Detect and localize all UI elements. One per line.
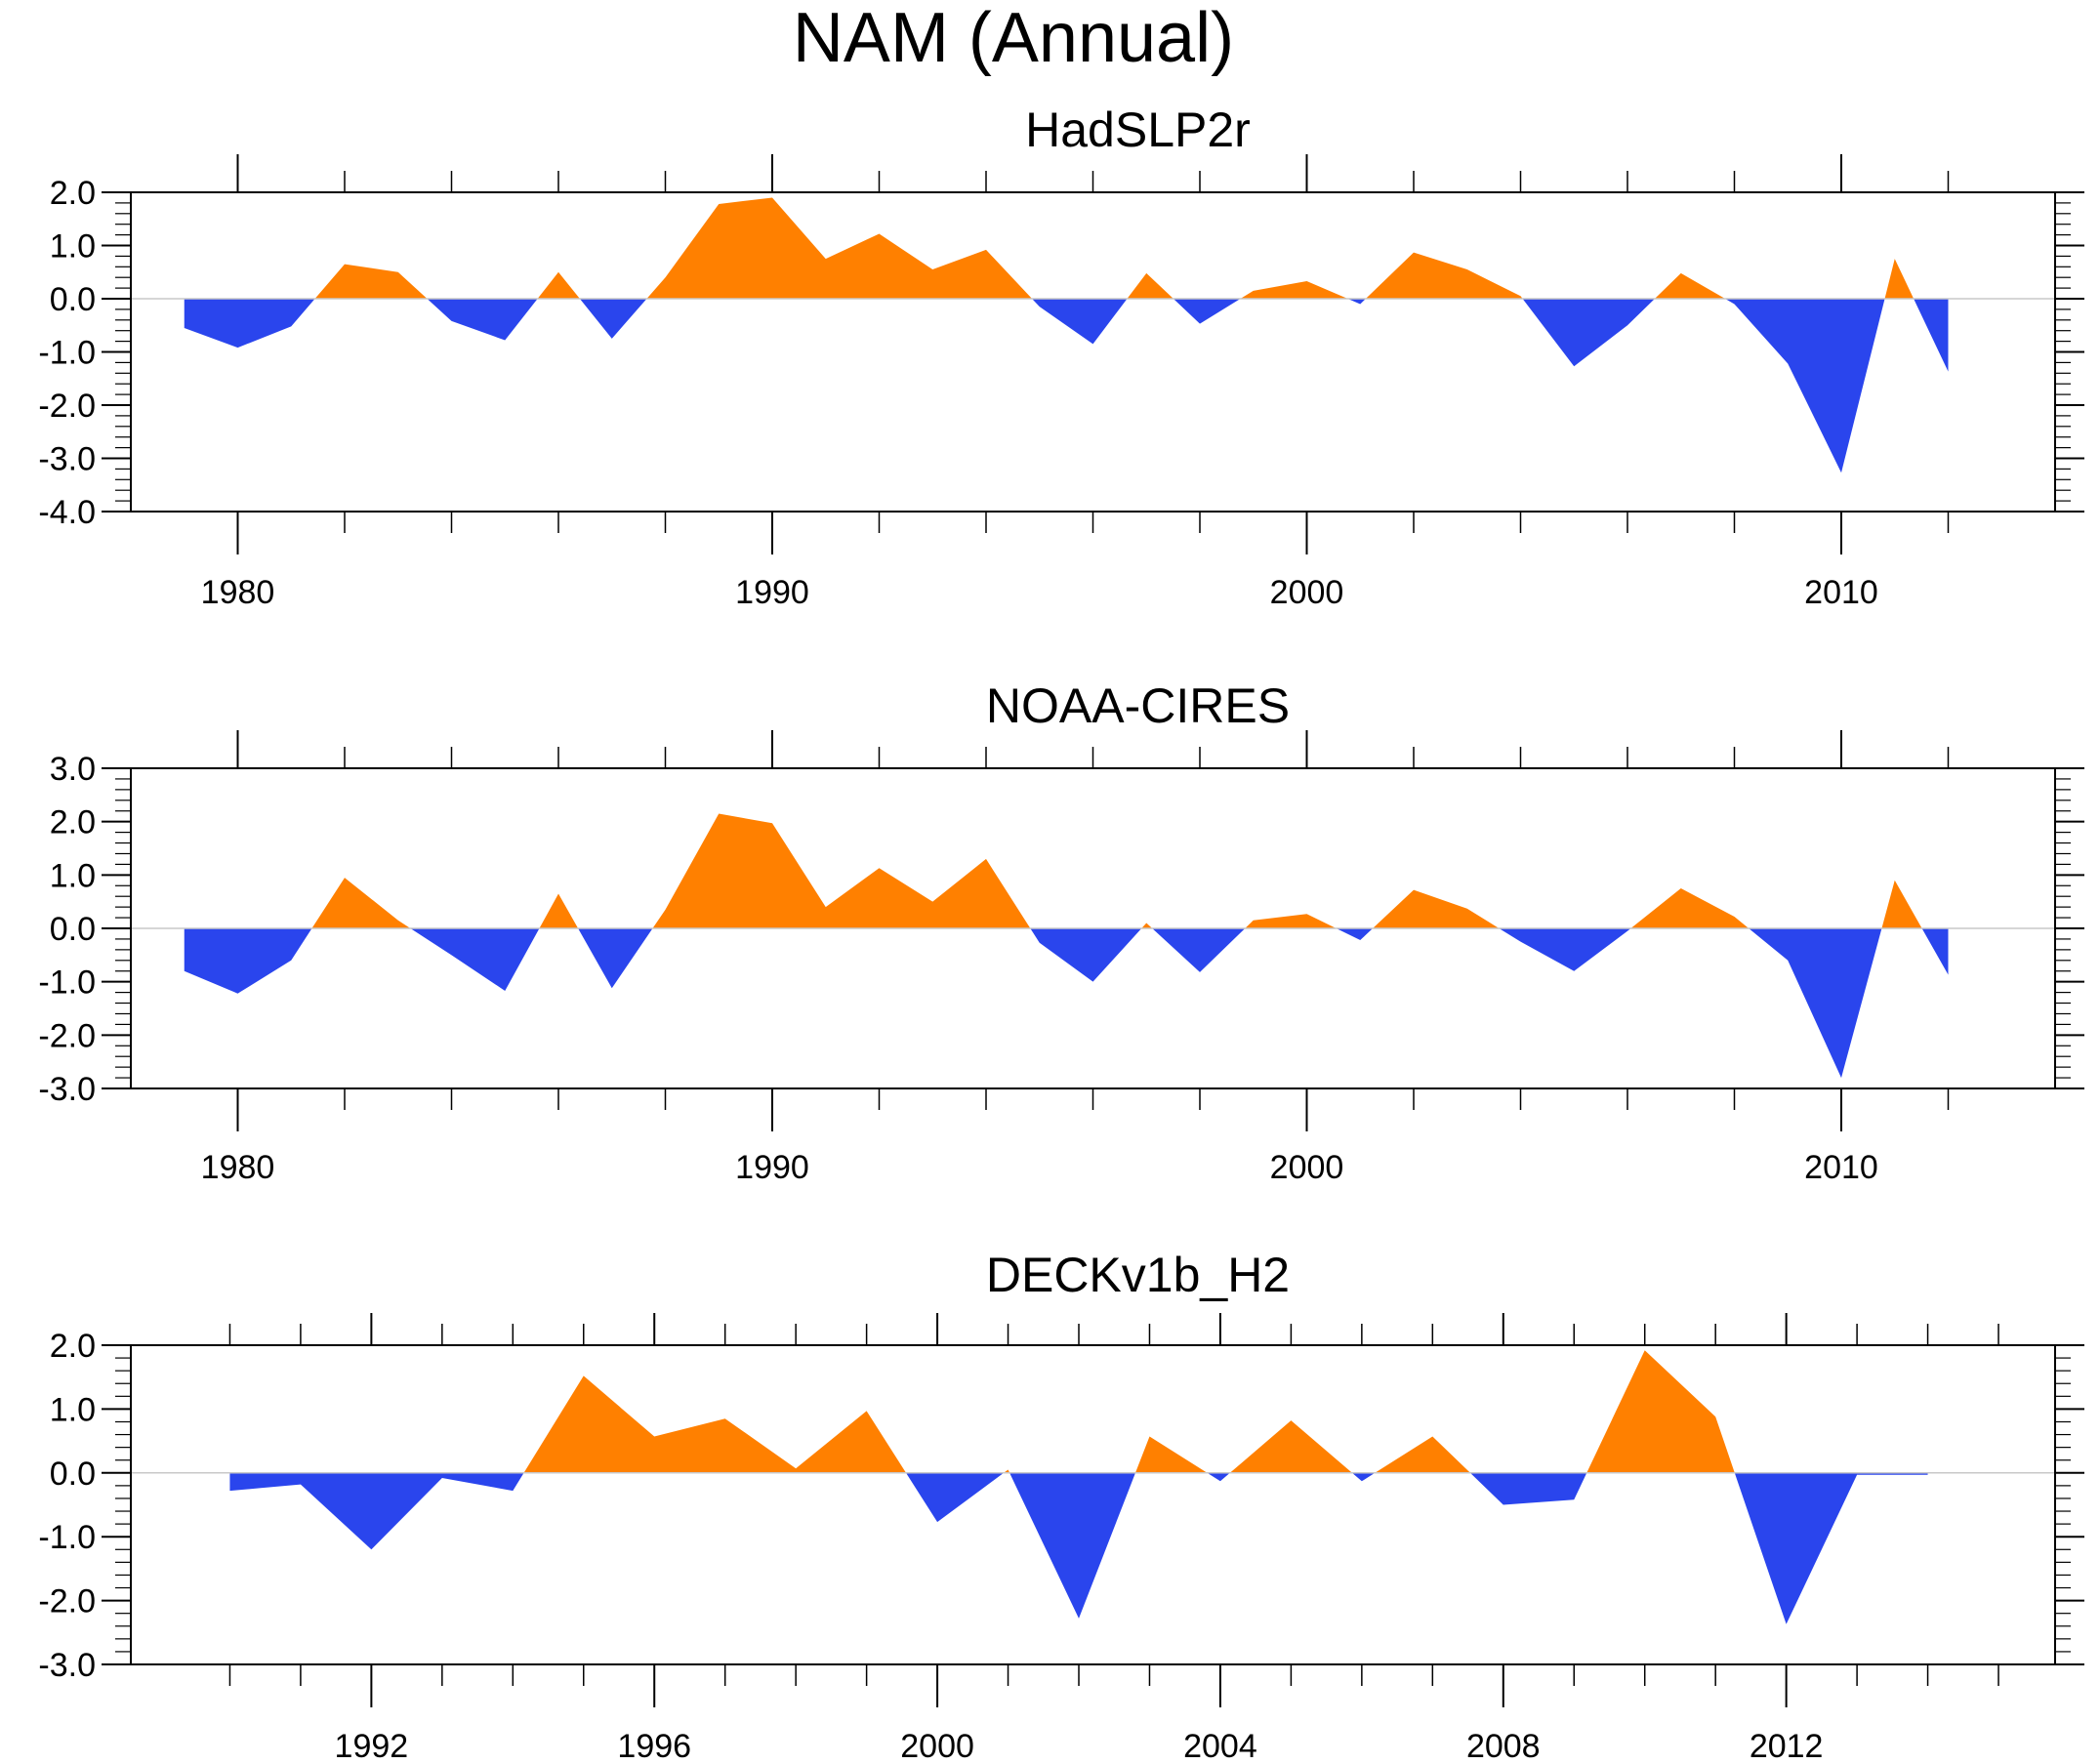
negative-area xyxy=(229,1472,1928,1624)
y-tick-label: -3.0 xyxy=(38,441,96,478)
figure-title: NAM (Annual) xyxy=(793,0,1234,77)
x-tick-label: 2010 xyxy=(1804,574,1878,611)
y-tick-label: 1.0 xyxy=(50,1391,96,1428)
x-tick-label: 1990 xyxy=(735,1149,809,1186)
x-tick-label: 2000 xyxy=(1270,574,1344,611)
x-tick-label: 1980 xyxy=(201,1149,275,1186)
y-tick-label: 2.0 xyxy=(50,804,96,841)
chart-panel: DECKv1b_H2 2.0 1.0 0.0 -1.0 -2.0 -3.0 1992 1996 2… xyxy=(38,1248,2084,1764)
panel-title: DECKv1b_H2 xyxy=(986,1248,1290,1302)
panel-title: NOAA-CIRES xyxy=(986,678,1290,733)
y-tick-label: -1.0 xyxy=(38,1519,96,1556)
positive-area xyxy=(229,1350,1928,1473)
x-tick-label: 1992 xyxy=(335,1728,409,1764)
plot-frame xyxy=(130,1344,2056,1665)
y-tick-label: -2.0 xyxy=(38,1017,96,1054)
y-tick-label: 0.0 xyxy=(50,281,96,318)
y-tick-label: 1.0 xyxy=(50,228,96,266)
x-tick-label: 1980 xyxy=(201,574,275,611)
x-tick-label: 1990 xyxy=(735,574,809,611)
chart-panels: HadSLP2r 2.0 1.0 0.0 -1.0 -2.0 -3.0 -4.0 1980 199… xyxy=(38,103,2084,1764)
x-tick-label: 2004 xyxy=(1183,1728,1257,1764)
x-tick-label: 2000 xyxy=(900,1728,974,1764)
x-tick-label: 2010 xyxy=(1804,1149,1878,1186)
x-tick-label: 1996 xyxy=(617,1728,691,1764)
y-tick-label: -1.0 xyxy=(38,335,96,372)
negative-area xyxy=(184,928,1949,1079)
x-tick-label: 2012 xyxy=(1750,1728,1824,1764)
plot-frame xyxy=(130,191,2056,513)
y-tick-label: -1.0 xyxy=(38,964,96,1002)
y-tick-label: 2.0 xyxy=(50,175,96,212)
y-tick-label: 3.0 xyxy=(50,751,96,788)
panel-title: HadSLP2r xyxy=(1025,103,1251,157)
y-tick-label: -4.0 xyxy=(38,494,96,531)
positive-area xyxy=(184,197,1949,299)
chart-panel: HadSLP2r 2.0 1.0 0.0 -1.0 -2.0 -3.0 -4.0 1980 199… xyxy=(38,103,2084,611)
y-tick-label: -3.0 xyxy=(38,1071,96,1108)
y-tick-label: -2.0 xyxy=(38,388,96,425)
y-tick-label: 1.0 xyxy=(50,857,96,894)
y-tick-label: 2.0 xyxy=(50,1328,96,1365)
negative-area xyxy=(184,299,1949,473)
y-tick-label: -2.0 xyxy=(38,1583,96,1620)
y-tick-label: 0.0 xyxy=(50,1456,96,1493)
x-tick-label: 2008 xyxy=(1466,1728,1541,1764)
x-tick-label: 2000 xyxy=(1270,1149,1344,1186)
chart-panel: NOAA-CIRES 3.0 2.0 1.0 0.0 -1.0 -2.0 -3.0 1980 19… xyxy=(38,678,2084,1186)
positive-area xyxy=(184,813,1949,928)
y-tick-label: 0.0 xyxy=(50,911,96,948)
y-tick-label: -3.0 xyxy=(38,1647,96,1684)
